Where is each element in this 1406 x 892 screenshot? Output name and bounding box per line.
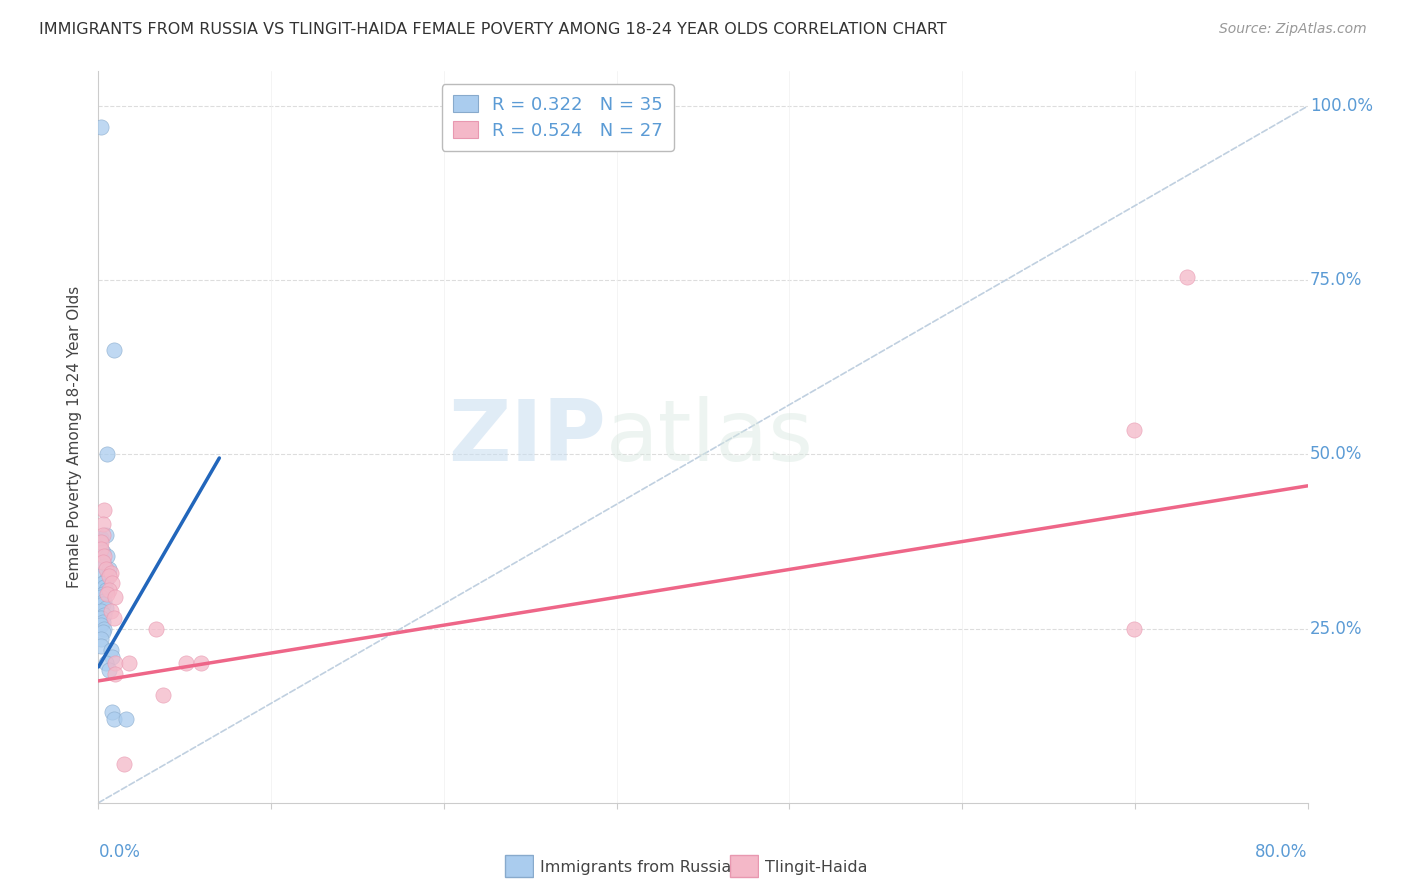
Point xyxy=(112,757,135,772)
Point xyxy=(94,657,117,671)
Text: Tlingit-Haida: Tlingit-Haida xyxy=(765,860,868,874)
Point xyxy=(104,667,127,681)
Point xyxy=(100,566,122,580)
FancyBboxPatch shape xyxy=(505,855,533,878)
Point xyxy=(90,541,112,556)
Point xyxy=(174,657,197,671)
Point xyxy=(93,580,115,594)
Text: IMMIGRANTS FROM RUSSIA VS TLINGIT-HAIDA FEMALE POVERTY AMONG 18-24 YEAR OLDS COR: IMMIGRANTS FROM RUSSIA VS TLINGIT-HAIDA … xyxy=(39,22,948,37)
Point xyxy=(103,712,125,726)
Point xyxy=(190,657,212,671)
Point xyxy=(91,625,114,640)
Y-axis label: Female Poverty Among 18-24 Year Olds: Female Poverty Among 18-24 Year Olds xyxy=(67,286,83,588)
Point xyxy=(103,611,125,625)
Text: ZIP: ZIP xyxy=(449,395,606,479)
Point xyxy=(93,594,115,608)
Point xyxy=(93,558,115,573)
Point xyxy=(93,549,115,563)
Legend: R = 0.322   N = 35, R = 0.524   N = 27: R = 0.322 N = 35, R = 0.524 N = 27 xyxy=(441,84,673,151)
Text: Source: ZipAtlas.com: Source: ZipAtlas.com xyxy=(1219,22,1367,37)
Point xyxy=(94,527,117,541)
Text: 50.0%: 50.0% xyxy=(1310,445,1362,464)
Point xyxy=(90,534,112,549)
Point xyxy=(100,642,122,657)
Point xyxy=(91,545,114,559)
Point xyxy=(98,562,121,576)
Point xyxy=(101,649,124,664)
Point xyxy=(96,549,118,563)
Point xyxy=(90,618,112,632)
Point xyxy=(94,562,117,576)
Point xyxy=(90,591,112,605)
Point xyxy=(100,604,122,618)
Point xyxy=(96,587,118,601)
Point xyxy=(91,517,114,532)
Text: 75.0%: 75.0% xyxy=(1310,271,1362,289)
Point xyxy=(101,576,124,591)
Point xyxy=(93,622,115,636)
Point xyxy=(98,583,121,598)
Point xyxy=(152,688,174,702)
Point xyxy=(93,607,115,622)
Text: 80.0%: 80.0% xyxy=(1256,843,1308,861)
Point xyxy=(145,622,167,636)
Point xyxy=(103,343,125,357)
Point xyxy=(104,657,127,671)
Point xyxy=(91,527,114,541)
Text: atlas: atlas xyxy=(606,395,814,479)
Point xyxy=(90,604,112,618)
Point xyxy=(90,632,112,646)
Point xyxy=(98,569,121,583)
Text: Immigrants from Russia: Immigrants from Russia xyxy=(540,860,731,874)
Point xyxy=(91,597,114,611)
Point xyxy=(91,576,114,591)
Point xyxy=(90,569,112,583)
FancyBboxPatch shape xyxy=(730,855,758,878)
Point xyxy=(91,587,114,601)
Point xyxy=(1122,622,1144,636)
Point xyxy=(94,600,117,615)
Point xyxy=(94,583,117,598)
Point xyxy=(90,639,112,653)
Point xyxy=(104,591,127,605)
Point xyxy=(101,705,124,719)
Point xyxy=(98,664,121,678)
Point xyxy=(94,573,117,587)
Point xyxy=(91,556,114,570)
Point xyxy=(91,615,114,629)
Point xyxy=(1122,423,1144,437)
Text: 100.0%: 100.0% xyxy=(1310,97,1374,115)
Point xyxy=(90,611,112,625)
Point xyxy=(114,712,136,726)
Point xyxy=(118,657,141,671)
Point xyxy=(93,503,115,517)
Point xyxy=(1175,269,1198,284)
Text: 25.0%: 25.0% xyxy=(1310,620,1362,638)
Point xyxy=(90,531,112,545)
Text: 0.0%: 0.0% xyxy=(98,843,141,861)
Point xyxy=(96,448,118,462)
Point xyxy=(90,120,112,134)
